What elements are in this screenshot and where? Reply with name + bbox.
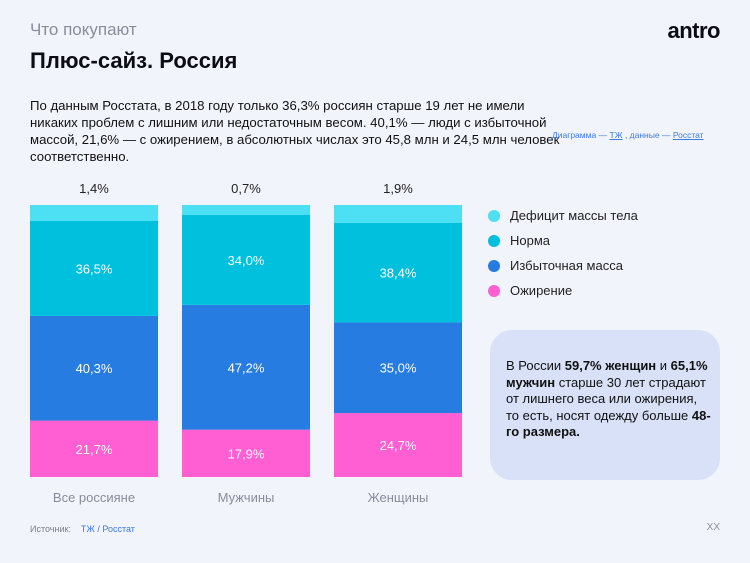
data-label: 24,7% [380, 438, 417, 453]
callout-bold: 48-го размера. [506, 407, 711, 440]
category-label: Женщины [368, 490, 429, 505]
legend-dot-icon [488, 284, 500, 297]
legend-item: Избыточная масса [488, 253, 638, 278]
bar-segment [334, 223, 462, 323]
callout-text: В России [506, 358, 565, 373]
credit-link-tj[interactable]: ТЖ [609, 130, 623, 140]
source-label: Источник: [30, 524, 71, 534]
bar-segment [30, 420, 158, 477]
callout-text: и [656, 358, 671, 373]
bar-segment [334, 322, 462, 414]
chart-credit: Диаграмма — ТЖ , данные — Росстат [552, 130, 704, 140]
data-label: 1,9% [383, 181, 413, 196]
callout-bold: 59,7% женщин [564, 358, 657, 373]
bar-segment [30, 315, 158, 421]
legend-label: Ожирение [510, 283, 573, 298]
bar-segment [334, 413, 462, 477]
data-label: 1,4% [79, 181, 109, 196]
source: Источник: ТЖ / Росстат [30, 524, 135, 534]
callout: В России 59,7% женщин и 65,1% мужчин ста… [490, 330, 720, 480]
data-label: 21,7% [76, 442, 113, 457]
credit-link-rosstat[interactable]: Росстат [672, 130, 704, 140]
legend-dot-icon [488, 209, 500, 222]
legend-item: Норма [488, 228, 638, 253]
bar-segment [334, 205, 462, 223]
data-label: 40,3% [76, 361, 113, 376]
bar-segment [182, 429, 310, 477]
callout-text: старше 30 лет страдают от лишнего веса и… [506, 374, 706, 423]
page-title: Плюс-сайз. Россия [30, 48, 238, 73]
callout-bold: 65,1% мужчин [506, 358, 708, 390]
legend-dot-icon [488, 234, 500, 247]
logo: antro [667, 18, 721, 43]
legend-label: Норма [510, 233, 551, 248]
legend-item: Ожирение [488, 278, 638, 303]
credit-mid: , данные — [622, 130, 673, 140]
credit-prefix: Диаграмма — [552, 130, 610, 140]
data-label: 0,7% [231, 181, 261, 196]
data-label: 36,5% [76, 261, 113, 276]
legend-label: Дефицит массы тела [510, 208, 638, 223]
data-label: 35,0% [380, 361, 417, 376]
category-label: Все россияне [53, 490, 135, 505]
legend-label: Избыточная масса [510, 258, 623, 273]
data-label: 17,9% [228, 446, 265, 461]
page-number: XX [706, 522, 720, 533]
bar-segment [182, 215, 310, 305]
bar-segment [182, 205, 310, 215]
category-label: Мужчины [218, 490, 275, 505]
legend-dot-icon [488, 259, 500, 272]
eyebrow: Что покупают [30, 20, 137, 39]
bar-segment [182, 304, 310, 430]
data-label: 34,0% [228, 253, 265, 268]
bar-segment [30, 221, 158, 316]
data-label: 47,2% [228, 360, 265, 375]
legend: Дефицит массы тела Норма Избыточная масса О… [488, 203, 638, 303]
source-links[interactable]: ТЖ / Росстат [80, 524, 135, 534]
lead-text: По данным Росстата, в 2018 году только 3… [30, 98, 560, 164]
data-label: 38,4% [380, 266, 417, 281]
bar-segment [30, 205, 158, 221]
legend-item: Дефицит массы тела [488, 203, 638, 228]
